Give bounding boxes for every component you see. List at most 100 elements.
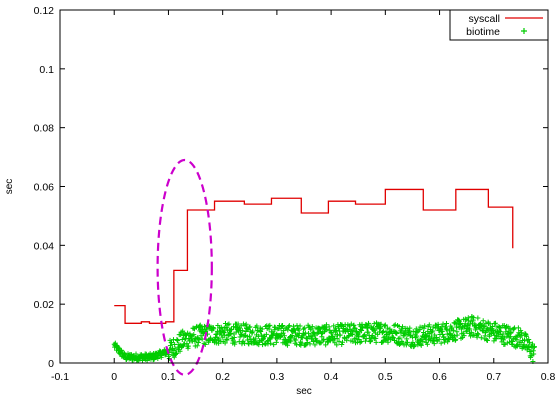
biotime-point bbox=[286, 323, 292, 329]
annotation-layer bbox=[156, 158, 213, 376]
biotime-point bbox=[378, 321, 384, 327]
biotime-point bbox=[201, 340, 207, 346]
biotime-point bbox=[351, 322, 357, 328]
biotime-point bbox=[506, 334, 512, 340]
biotime-point bbox=[198, 333, 204, 339]
biotime-point bbox=[393, 330, 399, 336]
x-tick-label: 0.3 bbox=[270, 371, 285, 383]
x-axis-title: sec bbox=[296, 386, 312, 397]
biotime-point bbox=[402, 332, 408, 338]
biotime-point bbox=[326, 324, 332, 330]
biotime-point bbox=[373, 339, 379, 345]
biotime-point bbox=[179, 337, 185, 343]
biotime-point bbox=[377, 329, 383, 335]
ticks-layer: -0.1 0 0.1 0.2 0.3 0.4 0.5 0.6 0.7 0.800.020.040.… bbox=[34, 5, 556, 383]
biotime-point bbox=[528, 348, 534, 354]
biotime-point bbox=[334, 342, 340, 348]
biotime-point bbox=[336, 338, 342, 344]
biotime-point bbox=[169, 340, 175, 346]
biotime-point bbox=[171, 354, 177, 360]
biotime-point bbox=[452, 320, 458, 326]
biotime-point bbox=[481, 323, 487, 329]
biotime-point bbox=[454, 332, 460, 338]
y-axis-title: sec bbox=[4, 179, 15, 195]
biotime-point bbox=[467, 326, 473, 332]
biotime-point bbox=[362, 338, 368, 344]
biotime-point bbox=[468, 318, 474, 324]
biotime-point bbox=[382, 323, 388, 329]
biotime-point bbox=[426, 330, 432, 336]
biotime-point bbox=[390, 335, 396, 341]
biotime-point bbox=[396, 341, 402, 347]
biotime-point bbox=[429, 334, 435, 340]
biotime-point bbox=[424, 341, 430, 347]
series-layer bbox=[111, 188, 537, 365]
biotime-point bbox=[452, 333, 458, 339]
biotime-point bbox=[204, 327, 210, 333]
x-tick-label: 0.8 bbox=[541, 371, 556, 383]
biotime-point bbox=[222, 340, 228, 346]
biotime-point bbox=[438, 340, 444, 346]
biotime-point bbox=[352, 326, 358, 332]
legend-box bbox=[449, 9, 549, 41]
biotime-point bbox=[231, 324, 237, 330]
biotime-point bbox=[400, 324, 406, 330]
biotime-point bbox=[338, 323, 344, 329]
x-tick-label: 0.1 bbox=[161, 371, 176, 383]
biotime-point bbox=[246, 341, 252, 347]
annotation-ellipse bbox=[156, 158, 213, 376]
biotime-point bbox=[480, 318, 486, 324]
biotime-point bbox=[202, 342, 208, 348]
biotime-point bbox=[211, 326, 217, 332]
biotime-legend-marker bbox=[521, 28, 527, 34]
y-tick-label: 0.02 bbox=[34, 299, 55, 311]
y-tick-label: 0.1 bbox=[39, 64, 54, 76]
biotime-point bbox=[235, 321, 241, 327]
x-tick-label: -0.1 bbox=[51, 371, 69, 383]
biotime-point bbox=[440, 321, 446, 327]
biotime-point bbox=[273, 339, 279, 345]
biotime-point bbox=[404, 339, 410, 345]
biotime-point bbox=[511, 326, 517, 332]
biotime-point bbox=[284, 342, 290, 348]
biotime-point bbox=[356, 330, 362, 336]
biotime-point bbox=[305, 330, 311, 336]
biotime-point bbox=[195, 340, 201, 346]
biotime-point bbox=[349, 331, 355, 337]
biotime-point bbox=[281, 333, 287, 339]
biotime-point bbox=[365, 329, 371, 335]
biotime-point bbox=[224, 337, 230, 343]
biotime-point bbox=[514, 337, 520, 343]
biotime-point bbox=[420, 339, 426, 345]
biotime-point bbox=[250, 328, 256, 334]
biotime-point bbox=[444, 327, 450, 333]
biotime-point bbox=[385, 325, 391, 331]
biotime-point bbox=[226, 321, 232, 327]
biotime-point bbox=[196, 323, 202, 329]
biotime-point bbox=[253, 340, 259, 346]
biotime-point bbox=[379, 340, 385, 346]
biotime-point bbox=[296, 333, 302, 339]
biotime-point bbox=[279, 323, 285, 329]
biotime-point bbox=[196, 337, 202, 343]
biotime-point bbox=[431, 341, 437, 347]
biotime-point bbox=[492, 320, 498, 326]
x-tick-label: 0.5 bbox=[378, 371, 393, 383]
biotime-point bbox=[500, 331, 506, 337]
biotime-point bbox=[194, 343, 200, 349]
biotime-point bbox=[191, 332, 197, 338]
biotime-point bbox=[507, 325, 513, 331]
biotime-point bbox=[444, 331, 450, 337]
biotime-point bbox=[314, 339, 320, 345]
biotime-point bbox=[174, 350, 180, 356]
biotime-point bbox=[484, 337, 490, 343]
biotime-point bbox=[190, 325, 196, 331]
biotime-point bbox=[440, 332, 446, 338]
biotime-point bbox=[365, 324, 371, 330]
biotime-point bbox=[272, 324, 278, 330]
biotime-point bbox=[474, 331, 480, 337]
biotime-point bbox=[337, 332, 343, 338]
biotime-point bbox=[510, 339, 516, 345]
biotime-point bbox=[368, 337, 374, 343]
